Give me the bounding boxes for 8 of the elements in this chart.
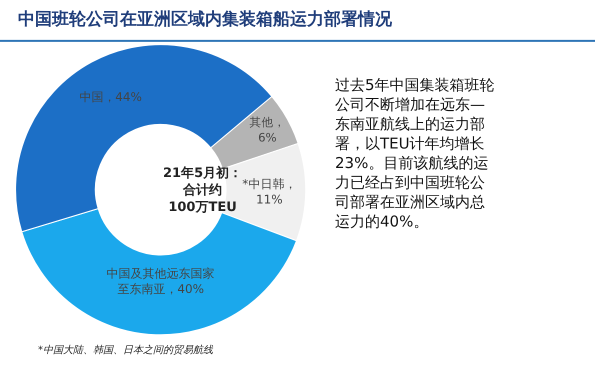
text: *中国大陆、韩国、日本之间的贸易航线: [38, 344, 214, 356]
text: 21年5月初：合计约100万TEU: [163, 165, 242, 215]
chart-title: 中国班轮公司在亚洲区域内集装箱船运力部署情况: [18, 10, 393, 30]
slice-label: 其他，6%: [249, 115, 286, 144]
slice-label: 中国及其他远东国家至东南亚，40%: [106, 266, 215, 296]
text: 过去5年中国集装箱班轮公司不断增加在远东—东南亚航线上的运力部署，以TEU计年均增长23%。目前该航线的运力已经占到中国班轮公司部署在亚洲区域内总运力的40%。: [335, 76, 495, 230]
slice-label: *中日韩，11%: [242, 176, 296, 206]
slice-label: 中国，44%: [79, 90, 142, 104]
